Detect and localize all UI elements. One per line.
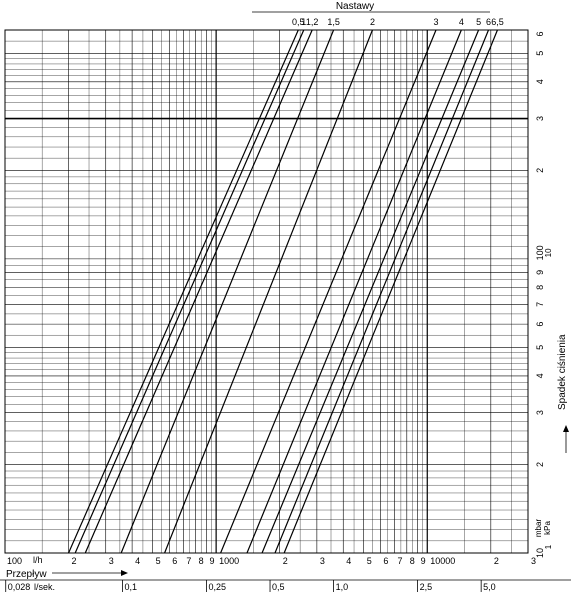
x-tick-label: 4 (135, 556, 140, 566)
x-tick-label: 6 (383, 556, 388, 566)
x-secondary-tick-label: 0,1 (124, 582, 137, 592)
x-secondary-unit-label: l/sek. (34, 582, 55, 592)
series-label: 6,5 (491, 17, 504, 27)
x-tick-label: 5 (156, 556, 161, 566)
series-line (74, 29, 305, 554)
y-tick-label: 8 (535, 285, 545, 290)
y-tick-label: 2 (535, 168, 545, 173)
x-secondary-tick-label: 0,028 (8, 582, 31, 592)
y-tick-label: 100 (535, 245, 545, 260)
chart-title: Nastawy (336, 1, 374, 12)
x-tick-label: 100 (7, 556, 22, 566)
series-line (164, 29, 374, 554)
series-label: 6 (486, 17, 491, 27)
y-tick-label: 7 (535, 302, 545, 307)
grid (4, 29, 529, 554)
series-line (246, 29, 462, 554)
y-unit-group: mbar kPa (534, 519, 552, 538)
x-axis-caption: Przepływ (6, 569, 47, 580)
x-tick-label: 2 (72, 556, 77, 566)
x-tick-label: 9 (209, 556, 214, 566)
x-tick-label: 1000 (219, 556, 239, 566)
series-label: 3 (433, 17, 438, 27)
y-unit-mbar: mbar (534, 519, 543, 538)
series-line (120, 29, 335, 554)
y-tick-label: 3 (535, 116, 545, 121)
series-label: 0,5 (292, 17, 305, 27)
series-line (261, 29, 480, 554)
y-tick-label: 4 (535, 79, 545, 84)
y-kpa-tick-label: 10 (544, 248, 553, 257)
x-tick-label: 8 (410, 556, 415, 566)
series-line (283, 29, 499, 554)
y-axis-caption-group: Spadek ciśnienia (557, 334, 568, 410)
series-line (220, 29, 437, 554)
x-tick-label: 4 (346, 556, 351, 566)
y-tick-label: 5 (535, 345, 545, 350)
series-line (274, 29, 490, 554)
series-line (68, 29, 299, 554)
series-label: 5 (476, 17, 481, 27)
x-tick-label: 3 (320, 556, 325, 566)
y-tick-label: 10 (535, 548, 545, 558)
y-kpa-tick-label: 1 (544, 544, 553, 549)
y-tick-label: 3 (535, 410, 545, 415)
x-tick-label: 2 (283, 556, 288, 566)
x-secondary-tick-label: 1,0 (336, 582, 349, 592)
x-unit-label: l/h (33, 555, 43, 565)
x-caption-arrow-head (121, 570, 128, 576)
x-tick-label: 8 (199, 556, 204, 566)
x-tick-label: 2 (494, 556, 499, 566)
y-tick-label: 6 (535, 322, 545, 327)
y-unit-kpa: kPa (543, 521, 552, 535)
series-line (84, 29, 313, 554)
y-caption-arrow-head (563, 425, 569, 432)
x-tick-label: 6 (172, 556, 177, 566)
x-tick-label: 7 (398, 556, 403, 566)
series-label: 1 (301, 17, 306, 27)
axis-labels: 100 2 3 4 5 6 7 8 9 1000 2 3 4 5 6 7 8 9 10000 2 30,028 0,1 0,… (5, 17, 553, 592)
y-tick-label: 5 (535, 51, 545, 56)
series-label: 4 (459, 17, 464, 27)
x-tick-label: 9 (421, 556, 426, 566)
plot-frame (4, 29, 529, 554)
series-label: 1,5 (327, 17, 340, 27)
x-secondary-tick-label: 0,25 (208, 582, 226, 592)
x-tick-label: 5 (367, 556, 372, 566)
x-tick-label: 3 (109, 556, 114, 566)
y-tick-label: 9 (535, 270, 545, 275)
y-axis-caption: Spadek ciśnienia (557, 334, 568, 410)
x-secondary-tick-label: 5,0 (483, 582, 496, 592)
series-label: 1,2 (306, 17, 319, 27)
y-tick-label: 2 (535, 462, 545, 467)
y-tick-label: 6 (535, 31, 545, 36)
x-secondary-tick-label: 0,5 (272, 582, 285, 592)
x-tick-label: 3 (531, 556, 536, 566)
x-secondary-tick-label: 2,5 (420, 582, 433, 592)
y-tick-label: 4 (535, 373, 545, 378)
y-caption-arrow-group (563, 425, 569, 453)
x-tick-label: 10000 (430, 556, 455, 566)
x-tick-label: 7 (186, 556, 191, 566)
series-label: 2 (370, 17, 375, 27)
series-lines (68, 29, 499, 554)
